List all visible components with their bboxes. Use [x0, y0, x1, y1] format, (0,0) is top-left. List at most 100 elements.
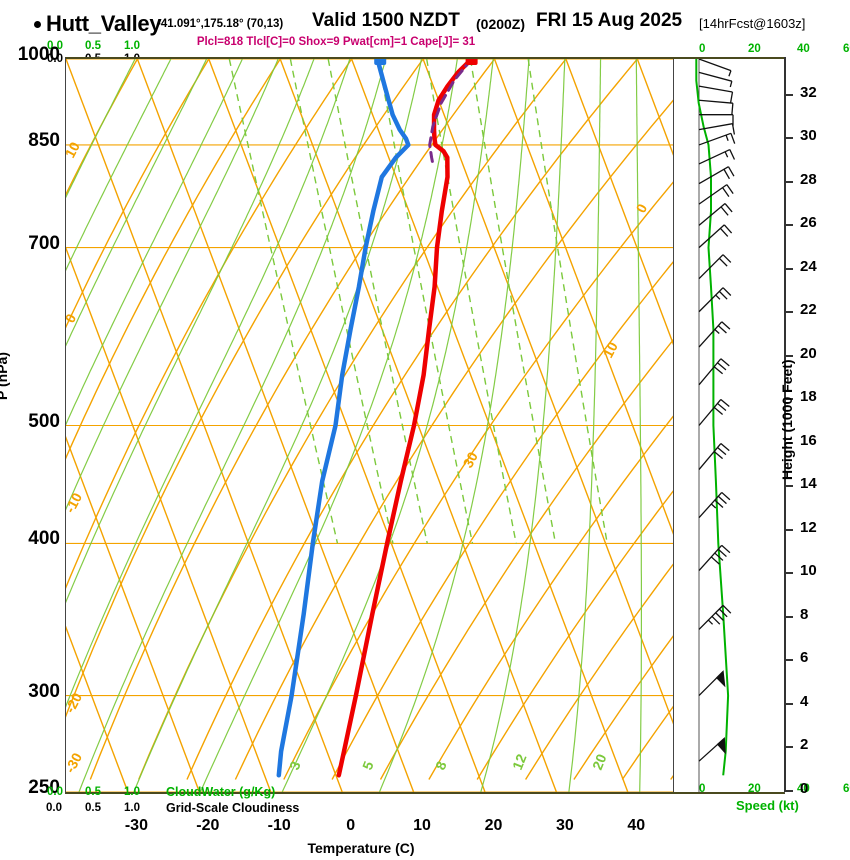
- height-tick-32: 32: [800, 83, 817, 101]
- speed-top-tick-1: 20: [748, 43, 761, 55]
- valid-time-zulu: (0200Z): [476, 16, 526, 32]
- temperature-tick-40: 40: [627, 817, 646, 834]
- height-axis: [784, 57, 786, 790]
- height-tick-mark: [784, 137, 793, 140]
- dry-adiabat-label-right-1: 10: [600, 339, 622, 360]
- pressure-tick-300: 300: [28, 680, 60, 702]
- dry-adiabat-label-right-3: 30: [460, 449, 482, 470]
- cloudwater-tick-2: 1.0: [124, 40, 140, 52]
- cloudiness-bottom-tick-1: 0.5: [85, 802, 101, 814]
- wind-barb: [698, 148, 736, 165]
- temperature-tick-30: 30: [555, 817, 574, 834]
- pressure-tick-500: 500: [28, 410, 60, 432]
- height-tick-mark: [784, 572, 793, 575]
- wind-barb: [698, 544, 731, 572]
- wind-barb: [698, 398, 730, 426]
- height-tick-12: 12: [800, 518, 817, 536]
- wind-barb: [698, 737, 726, 762]
- wind-barb: [698, 321, 731, 348]
- temperature-tick-0: 0: [346, 817, 356, 834]
- station-name: Hutt_Valley: [46, 11, 162, 36]
- height-tick-mark: [784, 354, 793, 357]
- wind-barb: [698, 491, 731, 519]
- temperature-tick--30: -30: [124, 817, 148, 834]
- height-tick-8: 8: [800, 605, 809, 623]
- wind-barb: [698, 254, 732, 280]
- height-tick-mark: [784, 311, 793, 314]
- wind-barb: [698, 85, 734, 103]
- speed-top-tick-0: 0: [699, 43, 706, 55]
- wind-barb: [698, 132, 736, 146]
- sounding-stats: Plcl=818 Tlcl[C]=0 Shox=9 Pwat[cm]=1 Cap…: [196, 36, 476, 48]
- height-tick-mark: [784, 528, 793, 531]
- wind-barb: [698, 443, 730, 471]
- cloudwater-bottom-tick-2: 1.0: [124, 786, 140, 798]
- height-tick-18: 18: [800, 388, 817, 406]
- height-tick-mark: [784, 790, 793, 792]
- parcel-trace: [428, 59, 474, 167]
- cloudiness-bottom-tick-2: 1.0: [124, 802, 140, 814]
- speed-bottom-tick-0: 0: [699, 783, 706, 795]
- speed-bottom-tick-1: 20: [748, 783, 761, 795]
- height-tick-16: 16: [800, 431, 817, 449]
- wind-barb: [698, 358, 730, 386]
- height-tick-mark: [784, 746, 793, 749]
- height-tick-mark: [784, 93, 793, 96]
- height-tick-28: 28: [800, 170, 817, 188]
- wind-barb: [698, 203, 733, 226]
- temperature-tick--20: -20: [196, 817, 220, 834]
- temperature-tick-20: 20: [484, 817, 503, 834]
- valid-time: Valid 1500 NZDT: [312, 10, 460, 31]
- wind-barb: [698, 166, 735, 185]
- speed-bottom-tick-2: 40: [797, 783, 810, 795]
- temperature-tick--10: -10: [267, 817, 291, 834]
- cloudwater-tick-0: 0.0: [47, 40, 63, 52]
- mixing-ratio-label-4: 20: [589, 751, 610, 772]
- wind-barb: [698, 670, 726, 697]
- cloudwater-bottom-tick-0: 0.0: [47, 786, 63, 798]
- pressure-axis-label: P (hPa): [0, 352, 10, 400]
- dewpoint-trace: [276, 59, 411, 778]
- cloudiness-tick-0: 0.0: [47, 53, 63, 65]
- height-tick-2: 2: [800, 736, 809, 754]
- pressure-tick-850: 850: [28, 129, 60, 151]
- height-tick-mark: [784, 485, 793, 488]
- height-tick-10: 10: [800, 562, 817, 580]
- surface-dewpoint-dot: [374, 59, 387, 65]
- forecast-hour: [14hrFcst@1603z]: [699, 16, 806, 31]
- wind-speed-profile: [695, 59, 730, 776]
- header: Hutt_Valley -41.091°,175.18° (70,13) Val…: [0, 6, 850, 36]
- height-tick-24: 24: [800, 257, 817, 275]
- height-tick-4: 4: [800, 692, 809, 710]
- station-coordinates: -41.091°,175.18° (70,13): [157, 18, 284, 30]
- wind-barb: [698, 287, 732, 313]
- height-tick-20: 20: [800, 344, 817, 362]
- wind-barb: [698, 224, 733, 249]
- pressure-tick-400: 400: [28, 528, 60, 550]
- height-axis-label: Height (1000 Feet): [779, 359, 795, 480]
- temperature-axis-label: Temperature (C): [307, 840, 415, 856]
- wind-barb: [698, 184, 734, 205]
- wind-barb: [698, 123, 736, 135]
- height-tick-30: 30: [800, 127, 817, 145]
- speed-top-tick-3: 60: [843, 43, 850, 55]
- valid-date: FRI 15 Aug 2025: [536, 10, 683, 31]
- pressure-tick-700: 700: [28, 232, 60, 254]
- height-tick-mark: [784, 441, 793, 444]
- wind-barb: [698, 99, 734, 115]
- height-tick-mark: [784, 659, 793, 662]
- height-tick-mark: [784, 224, 793, 227]
- cloudiness-axis-label: Grid-Scale Cloudiness: [166, 801, 300, 815]
- wind-barb: [698, 71, 733, 88]
- speed-axis-label: Speed (kt): [736, 798, 799, 813]
- speed-bottom-tick-3: 60: [843, 783, 850, 795]
- skewt-plot-area[interactable]: 0-10-20-301001020303581220: [65, 57, 674, 794]
- height-tick-22: 22: [800, 301, 817, 319]
- temperature-trace: [336, 59, 474, 778]
- pressure-tick-250: 250: [28, 777, 60, 798]
- height-tick-0: 0: [800, 780, 809, 797]
- height-tick-mark: [784, 615, 793, 618]
- height-tick-mark: [784, 267, 793, 270]
- speed-top-tick-2: 40: [797, 43, 810, 55]
